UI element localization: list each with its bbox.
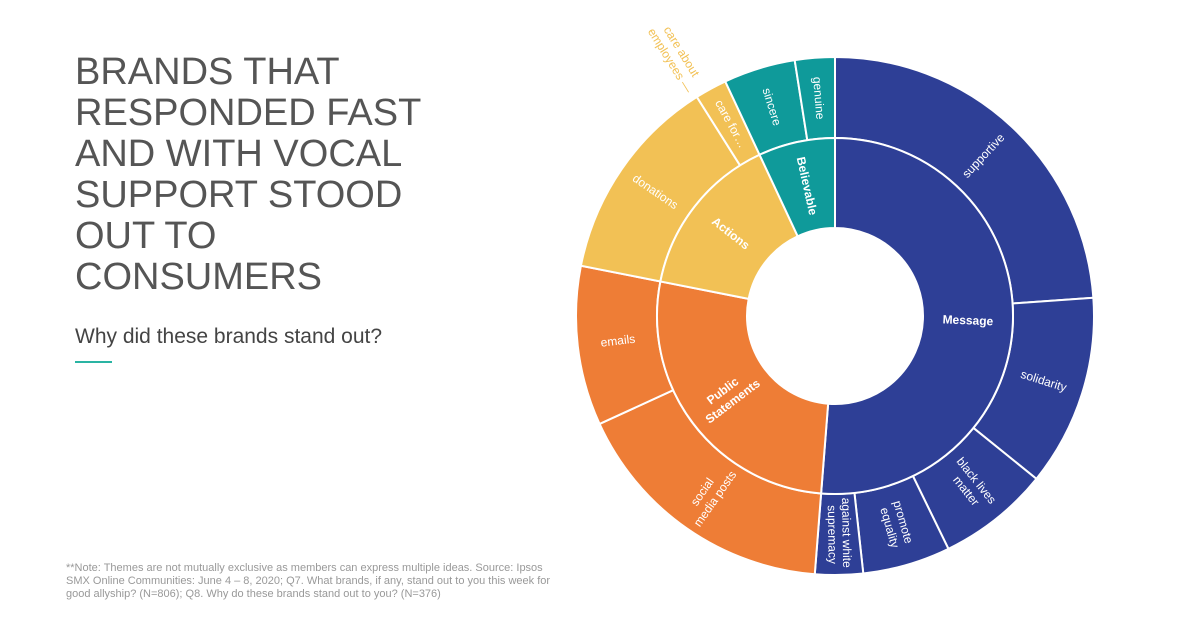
segment-label: against white supremacy bbox=[824, 498, 854, 572]
inner-segment bbox=[820, 136, 1014, 495]
segment-label: genuine bbox=[810, 76, 827, 120]
subtitle: Why did these brands stand out? bbox=[75, 325, 383, 348]
segment-label: Message bbox=[942, 312, 994, 328]
inner-segment bbox=[758, 136, 836, 238]
title: BRANDS THAT RESPONDED FAST AND WITH VOCA… bbox=[75, 51, 421, 298]
note: **Note: Themes are not mutually exclusiv… bbox=[66, 562, 551, 600]
inner-segment bbox=[656, 280, 830, 495]
inner-segment bbox=[659, 153, 800, 301]
accent-rule bbox=[75, 361, 112, 363]
segment-label: emails bbox=[600, 332, 636, 350]
callout: care about employees — bbox=[645, 18, 708, 95]
